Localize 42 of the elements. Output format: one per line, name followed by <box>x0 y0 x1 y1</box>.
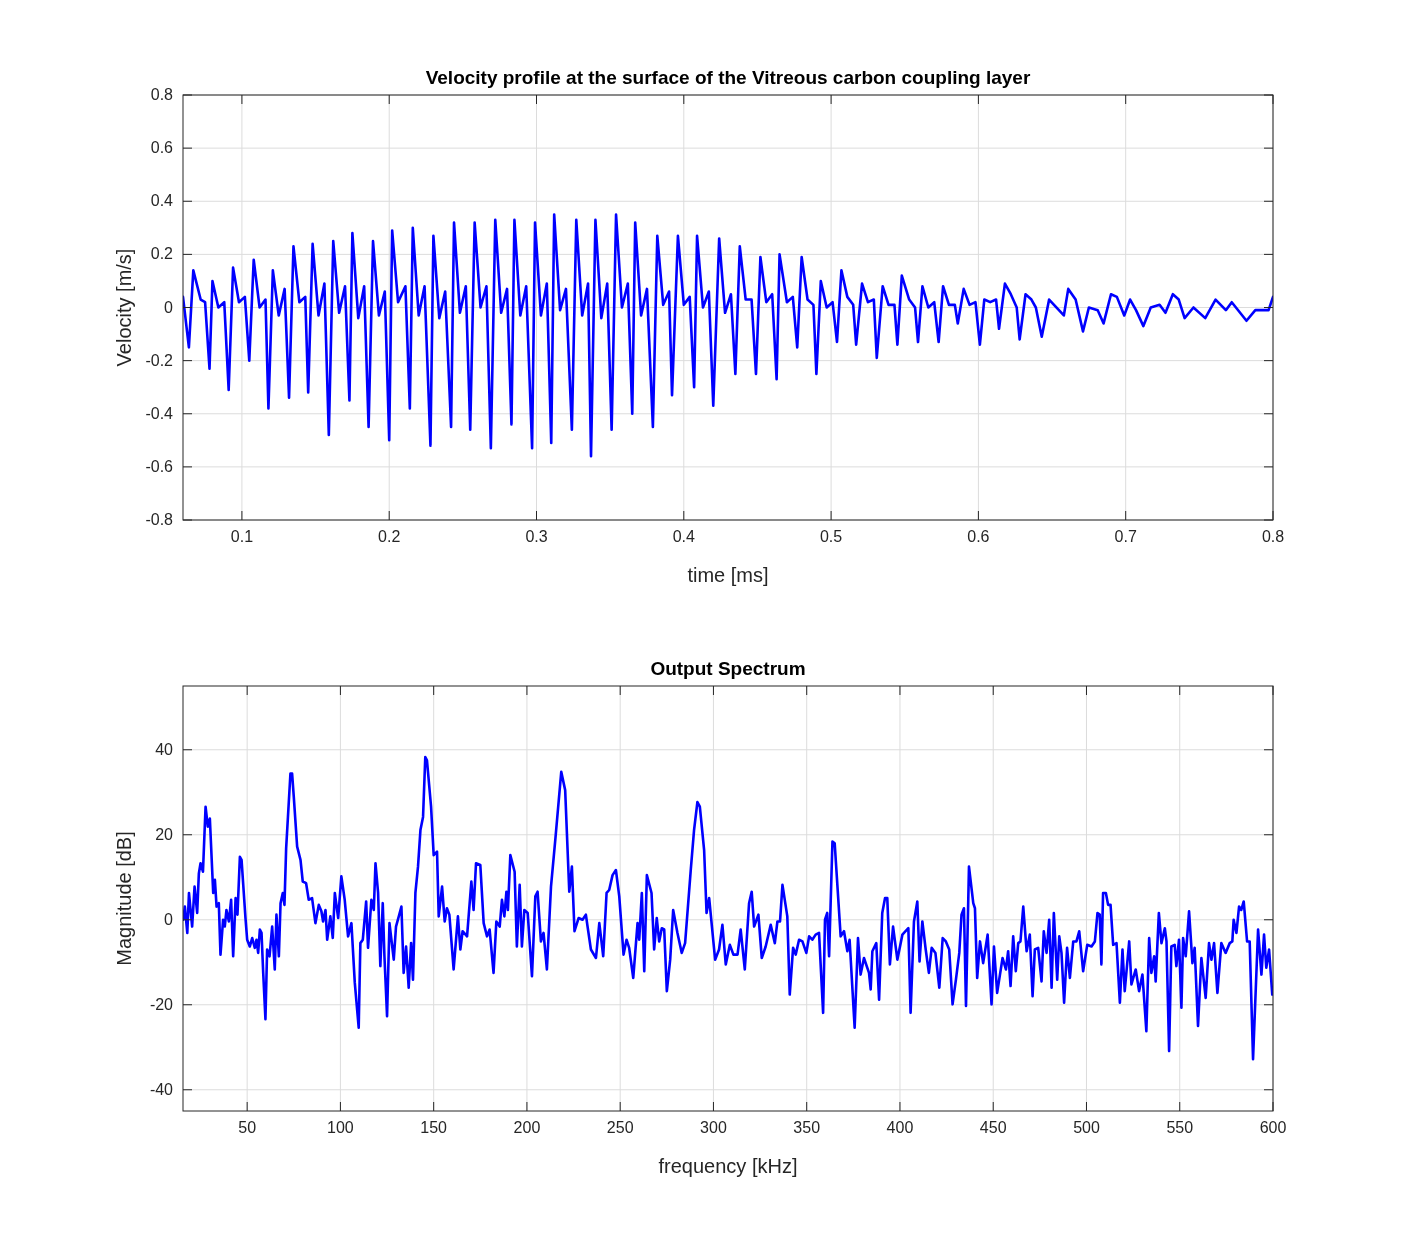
y-tick-label: 0.4 <box>150 192 174 210</box>
x-tick-label: 150 <box>420 1119 448 1136</box>
x-tick-label: 0.2 <box>378 528 401 545</box>
y-tick-label: 0.6 <box>150 139 174 157</box>
x-tick-label: 0.5 <box>819 528 843 545</box>
chart-title: Output Spectrum <box>650 658 806 679</box>
x-tick-label: 50 <box>238 1119 257 1136</box>
y-tick-label: 40 <box>155 740 174 758</box>
x-axis-title: time [ms] <box>687 564 769 586</box>
x-tick-label: 300 <box>700 1119 727 1136</box>
line-series <box>183 213 1273 458</box>
x-tick-label: 600 <box>1259 1119 1287 1136</box>
x-tick-label: 450 <box>979 1119 1007 1136</box>
x-tick-label: 0.6 <box>967 528 990 545</box>
y-tick-label: 20 <box>155 825 174 843</box>
y-tick-label: 0 <box>164 298 174 316</box>
x-tick-label: 0.8 <box>1261 528 1285 545</box>
x-tick-label: 0.3 <box>525 528 548 545</box>
x-tick-label: 350 <box>793 1119 821 1136</box>
y-tick-label: -20 <box>149 995 174 1013</box>
y-tick-label: 0.2 <box>150 245 174 263</box>
y-tick-label: 0.8 <box>150 86 174 103</box>
x-tick-label: 0.4 <box>672 528 696 545</box>
x-tick-label: 400 <box>886 1119 914 1136</box>
x-tick-label: 500 <box>1073 1119 1100 1136</box>
line-series <box>183 755 1273 1061</box>
y-axis-title: Velocity [m/s] <box>113 248 135 367</box>
x-tick-label: 0.7 <box>1114 528 1137 545</box>
y-axis-title: Magnitude [dB] <box>113 831 135 966</box>
y-tick-label: -40 <box>149 1080 174 1098</box>
x-tick-label: 100 <box>327 1119 354 1136</box>
x-tick-label: 200 <box>513 1119 541 1136</box>
y-tick-label: -0.4 <box>145 404 174 422</box>
y-tick-label: -0.8 <box>145 511 174 528</box>
y-tick-label: -0.6 <box>145 457 174 475</box>
x-tick-label: 0.1 <box>230 528 254 545</box>
chart-title: Velocity profile at the surface of the Vitreous carbon coupling layer <box>425 67 1031 88</box>
x-tick-label: 250 <box>606 1119 634 1136</box>
x-axis-title: frequency [kHz] <box>658 1155 798 1177</box>
y-tick-label: 0 <box>164 910 174 928</box>
x-tick-label: 550 <box>1166 1119 1194 1136</box>
y-tick-label: -0.2 <box>145 351 174 369</box>
